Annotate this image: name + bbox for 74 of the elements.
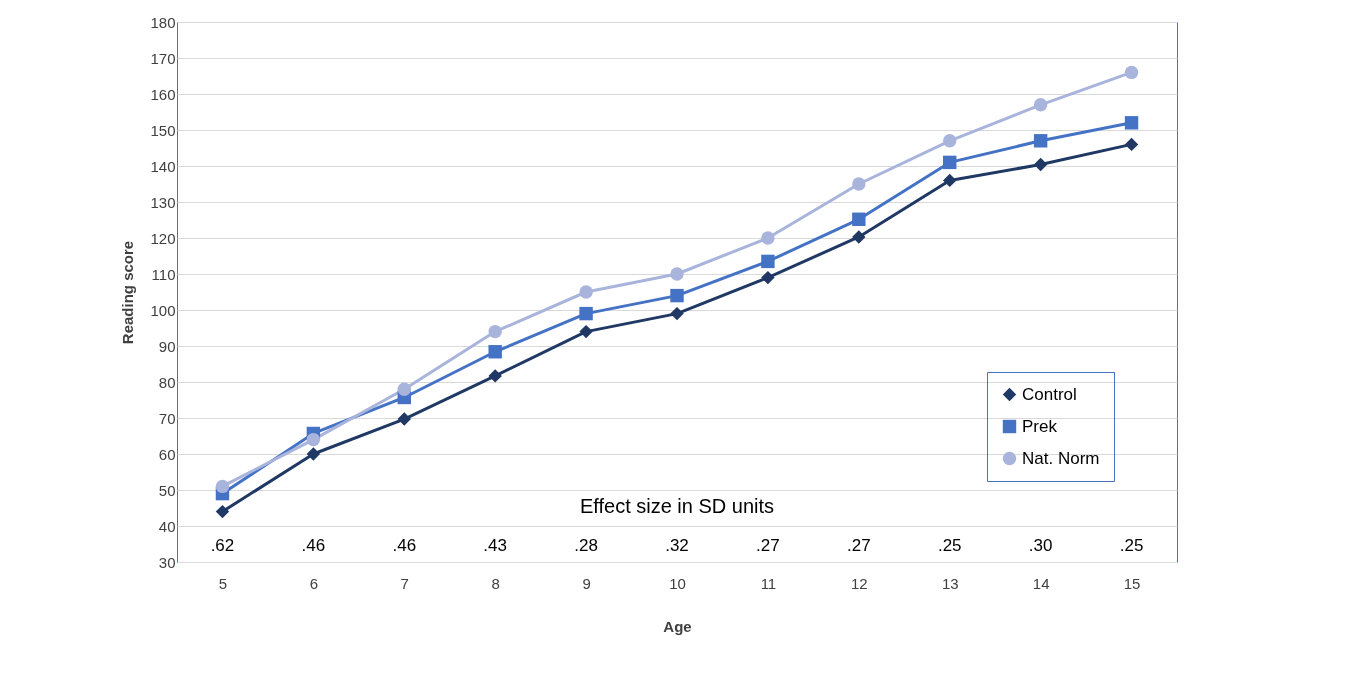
point [852, 177, 866, 191]
point [306, 447, 321, 461]
x-tick-label: 12 [850, 574, 868, 592]
y-axis-title: Reading score [119, 240, 137, 345]
point [1124, 116, 1139, 130]
point [670, 267, 684, 281]
annotation: .62 [210, 536, 235, 555]
point [306, 432, 321, 447]
point [488, 324, 502, 339]
x-tick-label: 8 [491, 574, 500, 592]
y-tick-label: 50 [158, 481, 176, 499]
y-tick-label: 120 [150, 229, 176, 247]
annotation: .27 [756, 536, 780, 555]
annotation: .46 [301, 536, 326, 555]
point [943, 155, 957, 170]
point [397, 382, 411, 396]
y-tick-label: 30 [158, 553, 176, 571]
point [1033, 134, 1048, 148]
y-tick-label: 150 [150, 121, 176, 139]
y-tick-label: 100 [150, 301, 176, 319]
x-tick-label: 7 [400, 574, 409, 592]
point [852, 212, 866, 226]
y-tick-label: 130 [150, 193, 176, 211]
annotation: Effect size in SD units [579, 495, 775, 517]
point [670, 288, 684, 303]
point [943, 173, 957, 188]
point [215, 504, 230, 519]
point [579, 285, 593, 299]
legend-label: Control [1022, 384, 1077, 404]
y-tick-label: 80 [158, 373, 176, 391]
point [1033, 98, 1048, 112]
point [397, 412, 411, 426]
point [852, 230, 866, 244]
y-tick-label: 60 [158, 445, 176, 463]
point [670, 306, 684, 321]
annotation: .46 [392, 536, 417, 555]
legend-label: Prek [1022, 416, 1058, 436]
point [943, 134, 957, 148]
point [761, 231, 775, 245]
x-tick-label: 10 [669, 574, 686, 592]
y-tick-label: 180 [150, 13, 176, 31]
point [761, 270, 775, 285]
y-tick-label: 40 [158, 517, 176, 535]
x-tick-label: 11 [760, 574, 777, 592]
y-tick-label: 70 [158, 409, 176, 427]
annotation: .27 [847, 536, 871, 555]
annotation: .28 [574, 536, 598, 555]
x-tick-label: 13 [941, 574, 959, 592]
x-tick-label: 15 [1123, 574, 1141, 592]
annotation: .43 [483, 536, 507, 555]
point [579, 324, 593, 339]
y-tick-label: 90 [158, 337, 176, 355]
point [1124, 65, 1139, 80]
y-tick-label: 160 [150, 85, 176, 103]
point [761, 254, 775, 269]
legend-label: Nat. Norm [1022, 448, 1100, 468]
y-tick-label: 110 [151, 265, 176, 283]
y-tick-label: 140 [150, 157, 176, 175]
point [488, 345, 502, 359]
y-tick-label: 170 [150, 49, 176, 67]
x-tick-label: 9 [582, 574, 591, 592]
point [215, 479, 230, 494]
annotation: .30 [1028, 536, 1053, 555]
point [1124, 137, 1139, 152]
x-axis-title: Age [663, 617, 692, 635]
x-tick-label: 14 [1032, 574, 1050, 592]
annotation: .25 [1119, 536, 1144, 555]
annotation: .32 [665, 536, 689, 555]
point [1033, 157, 1048, 172]
x-tick-label: 5 [218, 574, 228, 592]
x-tick-label: 6 [309, 574, 319, 592]
annotation: .25 [937, 536, 962, 555]
point [488, 369, 502, 383]
point [579, 306, 593, 321]
